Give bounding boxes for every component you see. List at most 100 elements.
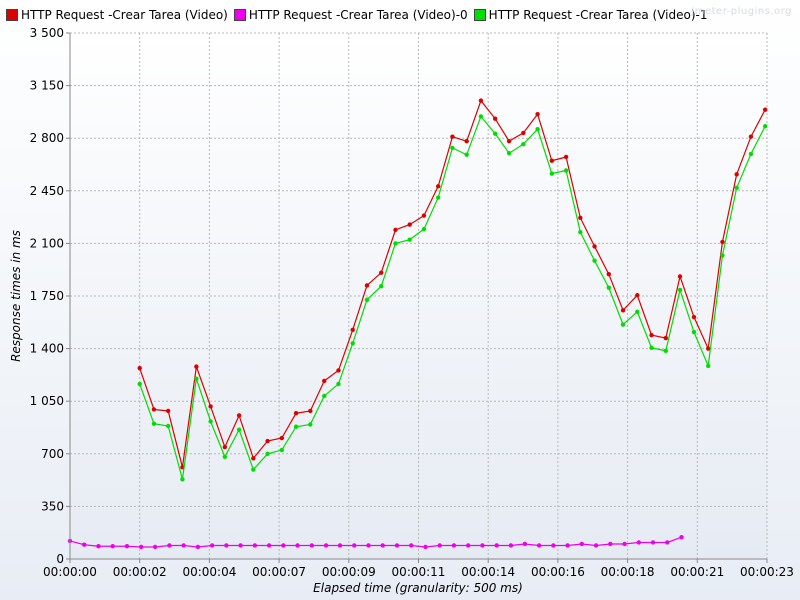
data-point	[706, 346, 711, 351]
data-point	[308, 408, 313, 414]
data-point	[252, 543, 258, 548]
data-point	[322, 393, 327, 399]
data-point	[506, 151, 512, 156]
data-point	[734, 185, 739, 190]
data-point	[393, 241, 398, 246]
data-point	[96, 544, 101, 549]
x-tick-label: 00:00:11	[392, 565, 446, 579]
data-point	[450, 145, 455, 151]
data-point	[152, 544, 158, 550]
data-point	[180, 477, 185, 482]
x-axis-title: Elapsed time (granularity: 500 ms)	[313, 581, 523, 595]
data-point	[492, 116, 498, 121]
data-point	[366, 543, 371, 548]
data-point	[579, 541, 585, 547]
data-point	[82, 542, 87, 547]
data-point	[336, 368, 341, 373]
data-point	[478, 114, 484, 119]
x-tick-label: 00:00:02	[113, 565, 167, 579]
data-point	[265, 438, 270, 444]
data-point	[435, 195, 441, 200]
data-point	[677, 274, 683, 279]
x-tick-label: 00:00:16	[531, 565, 585, 579]
data-point	[409, 543, 414, 548]
data-point	[578, 229, 583, 235]
series-2	[137, 114, 768, 482]
y-tick-label: 2 450	[30, 184, 64, 198]
data-point	[635, 293, 640, 298]
legend-swatch-magenta	[233, 9, 246, 21]
data-point	[464, 139, 469, 144]
data-point	[379, 284, 384, 289]
data-point	[521, 130, 526, 136]
y-tick-label: 1 050	[30, 394, 64, 408]
data-point	[151, 421, 157, 426]
data-point	[593, 543, 599, 548]
data-point	[209, 543, 215, 548]
data-point	[380, 543, 385, 548]
legend-label: HTTP Request -Crear Tarea (Video)-0	[248, 8, 468, 22]
data-point	[663, 348, 668, 354]
data-point	[364, 283, 370, 288]
y-tick-label: 0	[56, 552, 64, 566]
legend-item-video: HTTP Request -Crear Tarea (Video)	[6, 8, 228, 22]
legend-label: HTTP Request -Crear Tarea (Video)	[21, 8, 228, 22]
data-point	[679, 535, 684, 540]
data-point	[279, 435, 285, 441]
data-point	[592, 244, 597, 249]
data-point	[536, 543, 542, 548]
data-point	[407, 222, 412, 227]
data-point	[706, 363, 711, 369]
data-point	[734, 172, 739, 177]
data-point	[521, 142, 526, 147]
series-1	[67, 535, 684, 550]
data-point	[137, 365, 142, 371]
data-point	[535, 111, 540, 117]
series-line	[69, 536, 682, 548]
data-point	[208, 404, 213, 409]
data-point	[293, 424, 299, 429]
data-point	[407, 237, 412, 242]
data-point	[649, 332, 654, 338]
y-tick-label: 3 500	[30, 26, 64, 40]
data-point	[165, 408, 171, 414]
data-point	[748, 134, 754, 139]
data-point	[251, 467, 256, 472]
x-tick-label: 00:00:14	[461, 565, 515, 579]
data-point	[194, 376, 199, 381]
series-0	[137, 98, 768, 470]
data-point	[649, 345, 654, 351]
data-point	[535, 126, 540, 132]
data-point	[364, 297, 370, 302]
data-point	[748, 151, 754, 157]
y-tick-label: 1 750	[30, 289, 64, 303]
data-point	[222, 454, 228, 460]
y-tick-label: 3 150	[30, 79, 64, 93]
data-point	[720, 239, 725, 245]
data-point	[195, 544, 201, 550]
data-point	[266, 543, 272, 548]
data-point	[421, 213, 427, 218]
data-point	[480, 543, 485, 548]
data-point	[620, 322, 626, 327]
grid	[69, 32, 768, 560]
data-point	[208, 419, 213, 424]
data-point	[181, 543, 186, 548]
data-point	[139, 544, 144, 550]
data-point	[279, 447, 285, 453]
x-tick-label: 00:00:00	[43, 565, 97, 579]
data-point	[506, 139, 512, 144]
data-point	[450, 134, 455, 139]
legend: HTTP Request -Crear Tarea (Video) HTTP R…	[6, 5, 713, 25]
data-point	[608, 541, 613, 547]
data-point	[295, 543, 300, 548]
data-point	[293, 411, 299, 416]
data-point	[323, 543, 329, 548]
data-point	[350, 341, 355, 346]
data-point	[663, 335, 668, 341]
x-tick-label: 00:00:18	[601, 565, 655, 579]
data-point	[337, 543, 343, 548]
data-point	[194, 364, 199, 369]
legend-swatch-red	[6, 9, 18, 21]
